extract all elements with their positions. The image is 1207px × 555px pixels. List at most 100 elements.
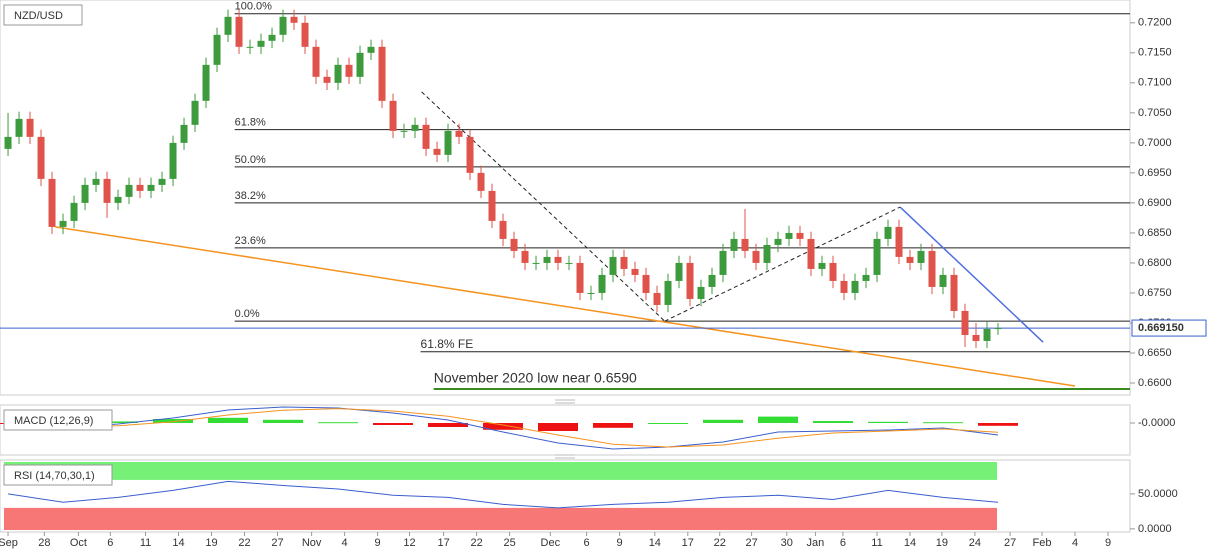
candle-body <box>675 262 683 281</box>
macd-histogram-bar <box>703 419 744 423</box>
oversold-band <box>4 507 997 530</box>
candle-body <box>576 262 584 293</box>
x-tick-label: 11 <box>871 537 882 549</box>
candle-body <box>477 172 485 191</box>
candle-body <box>521 250 529 263</box>
candle-body <box>246 46 254 48</box>
x-tick-label: 9 <box>1105 537 1111 549</box>
macd-histogram-bar <box>868 421 909 423</box>
level-label: 61.8% FE <box>421 337 474 351</box>
candle-body <box>147 184 155 191</box>
candle-body <box>334 64 342 83</box>
x-tick-label: 27 <box>1004 537 1016 549</box>
x-tick-label: 22 <box>714 537 726 549</box>
candle-body <box>972 334 980 341</box>
candle-body <box>114 196 122 203</box>
candle-body <box>312 46 320 77</box>
chart-title: NZD/USD <box>14 10 63 22</box>
candle-body <box>356 52 364 77</box>
candle-body <box>587 292 595 294</box>
x-tick-label: Nov <box>302 537 322 549</box>
candle-body <box>708 274 716 287</box>
candle-body <box>829 262 837 281</box>
candle-body <box>840 280 848 293</box>
candle-body <box>532 262 540 264</box>
candle-body <box>488 190 496 221</box>
macd-histogram-bar <box>263 419 304 423</box>
macd-histogram-bar <box>538 423 579 431</box>
y-tick-label: 0.7150 <box>1138 47 1172 59</box>
macd-histogram-bar <box>978 423 1019 426</box>
macd-histogram-bar <box>758 416 799 423</box>
candle-body <box>609 256 617 275</box>
y-tick-label: -0.0000 <box>1138 417 1175 429</box>
x-tick-label: 14 <box>904 537 916 549</box>
candle-body <box>807 238 815 269</box>
trendline <box>55 226 1076 387</box>
candle-body <box>543 256 551 263</box>
candle-body <box>180 124 188 143</box>
macd-histogram-bar <box>593 423 634 428</box>
candle-body <box>378 46 386 101</box>
last-price-label: 0.669150 <box>1138 322 1184 334</box>
candle-body <box>917 250 925 263</box>
candle-body <box>4 136 12 149</box>
candle-body <box>873 238 881 275</box>
candle-body <box>884 226 892 239</box>
candle-body <box>268 34 276 41</box>
y-tick-label: 0.6800 <box>1138 257 1172 269</box>
x-tick-label: Oct <box>70 537 87 549</box>
candle-body <box>928 250 936 287</box>
macd-histogram-bar <box>318 422 359 424</box>
trendline <box>664 206 901 322</box>
y-tick-label: 0.6950 <box>1138 167 1172 179</box>
candle-body <box>994 328 1002 330</box>
x-tick-label: 6 <box>107 537 113 549</box>
candle-body <box>444 130 452 155</box>
last-price-box <box>1131 319 1207 337</box>
y-tick-label: 0.6750 <box>1138 287 1172 299</box>
candle-body <box>554 256 562 263</box>
y-tick-label: 0.6600 <box>1138 377 1172 389</box>
x-tick-label: 14 <box>172 537 184 549</box>
macd-line <box>8 408 999 448</box>
x-tick-label: 9 <box>617 537 623 549</box>
candle-body <box>235 16 243 47</box>
y-tick-label: 0.7000 <box>1138 137 1172 149</box>
candle-body <box>158 178 166 185</box>
level-label: 100.0% <box>235 1 273 13</box>
candle-body <box>510 238 518 251</box>
level-label: 38.2% <box>235 190 266 202</box>
x-tick-label: 27 <box>745 537 757 549</box>
x-tick-label: 27 <box>271 537 283 549</box>
candle-body <box>719 250 727 275</box>
candle-body <box>796 232 804 239</box>
candle-body <box>191 100 199 125</box>
y-tick-label: 0.6850 <box>1138 227 1172 239</box>
candle-body <box>70 202 78 221</box>
x-tick-label: 6 <box>584 537 590 549</box>
level-label: 0.0% <box>235 308 260 320</box>
candle-body <box>422 124 430 149</box>
macd-histogram-bar <box>813 421 854 423</box>
candle-body <box>279 16 287 35</box>
candle-body <box>125 184 133 197</box>
candle-body <box>213 34 221 65</box>
candle-body <box>939 274 947 287</box>
x-tick-label: 25 <box>503 537 515 549</box>
macd-histogram-bar <box>208 417 249 423</box>
candle-body <box>851 280 859 293</box>
candle-body <box>697 286 705 299</box>
x-tick-label: Jan <box>807 537 825 549</box>
x-tick-label: Sep <box>0 537 18 549</box>
macd-histogram-bar <box>428 423 469 427</box>
candle-body <box>411 124 419 131</box>
y-tick-label: 0.6900 <box>1138 197 1172 209</box>
candle-body <box>400 130 408 132</box>
x-tick-label: 6 <box>840 537 846 549</box>
level-label: 61.8% <box>235 117 266 129</box>
y-tick-label: 0.6650 <box>1138 347 1172 359</box>
candle-body <box>950 274 958 311</box>
candle-body <box>257 40 265 47</box>
candle-body <box>642 274 650 293</box>
